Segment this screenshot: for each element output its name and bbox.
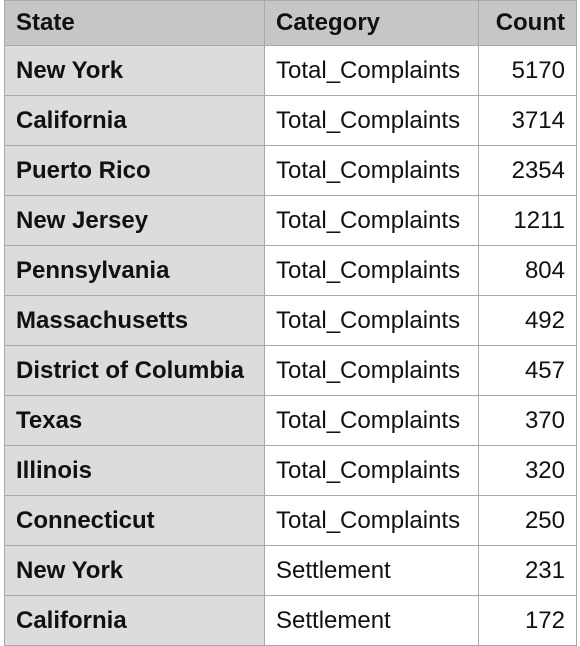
category-cell: Settlement [264,545,479,596]
category-cell: Total_Complaints [264,395,479,446]
table-row: California Settlement 172 [4,595,577,646]
state-cell: California [4,595,265,646]
table-row: Texas Total_Complaints 370 [4,395,577,446]
count-cell: 320 [478,445,577,496]
state-cell: Puerto Rico [4,145,265,196]
category-cell: Total_Complaints [264,145,479,196]
count-cell: 457 [478,345,577,396]
state-cell: New York [4,45,265,96]
count-cell: 804 [478,245,577,296]
category-cell: Total_Complaints [264,45,479,96]
state-cell: Connecticut [4,495,265,546]
category-cell: Total_Complaints [264,295,479,346]
state-cell: New Jersey [4,195,265,246]
state-cell: Massachusetts [4,295,265,346]
count-cell: 492 [478,295,577,346]
category-cell: Total_Complaints [264,495,479,546]
header-count: Count [478,0,577,46]
count-cell: 2354 [478,145,577,196]
category-cell: Total_Complaints [264,95,479,146]
category-cell: Total_Complaints [264,445,479,496]
count-cell: 370 [478,395,577,446]
table-row: New Jersey Total_Complaints 1211 [4,195,577,246]
state-cell: California [4,95,265,146]
count-cell: 231 [478,545,577,596]
data-table: State Category Count New York Total_Comp… [4,0,577,646]
count-cell: 3714 [478,95,577,146]
header-state: State [4,0,265,46]
table-row: Puerto Rico Total_Complaints 2354 [4,145,577,196]
count-cell: 250 [478,495,577,546]
state-cell: Pennsylvania [4,245,265,296]
table-row: District of Columbia Total_Complaints 45… [4,345,577,396]
state-cell: New York [4,545,265,596]
table-row: California Total_Complaints 3714 [4,95,577,146]
state-cell: Texas [4,395,265,446]
table-row: New York Settlement 231 [4,545,577,596]
table-row: Illinois Total_Complaints 320 [4,445,577,496]
table-row: New York Total_Complaints 5170 [4,45,577,96]
count-cell: 172 [478,595,577,646]
count-cell: 1211 [478,195,577,246]
count-cell: 5170 [478,45,577,96]
category-cell: Total_Complaints [264,345,479,396]
state-cell: Illinois [4,445,265,496]
header-category: Category [264,0,479,46]
header-row: State Category Count [4,0,577,46]
table-row: Massachusetts Total_Complaints 492 [4,295,577,346]
category-cell: Total_Complaints [264,245,479,296]
table-row: Pennsylvania Total_Complaints 804 [4,245,577,296]
state-cell: District of Columbia [4,345,265,396]
table-row: Connecticut Total_Complaints 250 [4,495,577,546]
category-cell: Total_Complaints [264,195,479,246]
category-cell: Settlement [264,595,479,646]
